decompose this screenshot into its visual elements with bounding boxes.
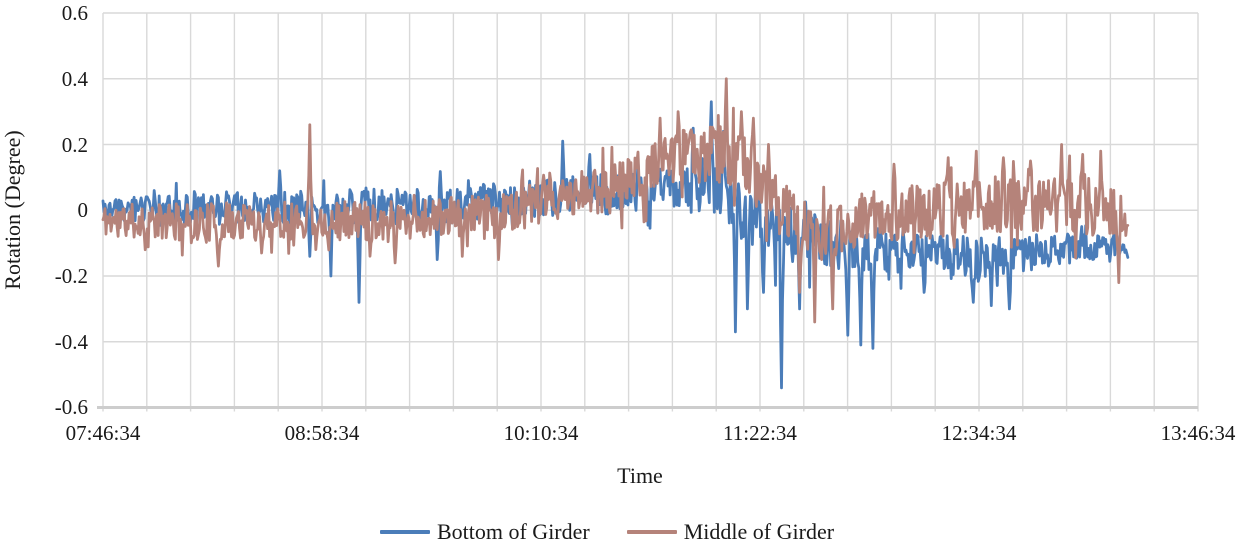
legend-swatch-middle-of-girder-icon xyxy=(626,530,677,534)
y-tick-label: -0.6 xyxy=(54,395,88,419)
x-tick-label: 10:10:34 xyxy=(503,421,579,445)
series-line-middle-of-girder xyxy=(101,77,1130,324)
y-tick-label: 0.4 xyxy=(61,67,88,91)
legend-label: Middle of Girder xyxy=(683,519,835,544)
legend-item-middle-of-girder: Middle of Girder xyxy=(626,519,835,545)
series-line-bottom-of-girder xyxy=(101,100,1130,390)
x-tick-label: 07:46:34 xyxy=(65,421,141,445)
legend-label: Bottom of Girder xyxy=(436,519,590,544)
x-tick-label: 11:22:34 xyxy=(723,421,797,445)
y-tick-label: 0.2 xyxy=(61,133,88,157)
y-tick-label: 0 xyxy=(77,198,89,222)
gridlines xyxy=(102,12,1199,412)
legend-swatch-bottom-of-girder-icon xyxy=(379,530,430,534)
y-tick-label: 0.6 xyxy=(61,1,88,25)
y-tick-label: -0.4 xyxy=(54,330,88,354)
x-tick-label: 13:46:34 xyxy=(1160,421,1236,445)
legend-item-bottom-of-girder: Bottom of Girder xyxy=(379,519,590,545)
x-tick-label: 12:34:34 xyxy=(941,421,1017,445)
x-tick-label: 08:58:34 xyxy=(284,421,360,445)
legend: Bottom of Girder Middle of Girder xyxy=(0,519,1232,545)
x-axis-title: Time xyxy=(617,463,663,488)
y-tick-label: -0.2 xyxy=(54,264,88,288)
